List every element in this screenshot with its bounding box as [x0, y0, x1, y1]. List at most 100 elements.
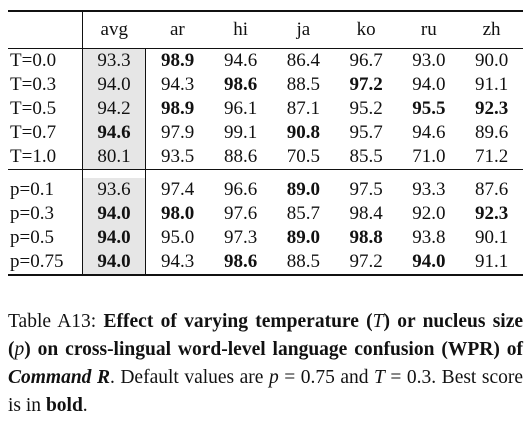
- spacer-cell: [271, 169, 335, 178]
- cell-ko: 97.2: [349, 74, 383, 95]
- table-row: p=0.1 93.6 97.4 96.6 89.0 97.5 93.3 87.6: [8, 178, 523, 202]
- row-label: p=0.1: [10, 179, 54, 200]
- results-table: avg ar hi ja ko ru zh T=0.0 93.3 98.9 94.6 8…: [8, 10, 523, 276]
- header-row: avg ar hi ja ko ru zh: [8, 11, 523, 49]
- cell-hi: 97.3: [223, 227, 258, 248]
- cell-ja: 89.0: [286, 227, 320, 248]
- row-label: T=0.5: [10, 98, 57, 119]
- col-header-hi: hi: [209, 11, 272, 49]
- cell-zh: 90.0: [474, 50, 509, 71]
- col-header-ko: ko: [334, 11, 398, 49]
- caption-bold-word: bold: [45, 395, 83, 416]
- cell-ar: 93.5: [160, 146, 195, 167]
- caption-rest-1: . Default values are: [109, 367, 269, 388]
- spacer-cell: [8, 169, 83, 178]
- cell-ja: 86.4: [286, 50, 320, 71]
- table-row: T=0.5 94.2 98.9 96.1 87.1 95.2 95.5 92.3: [8, 97, 523, 121]
- cell-zh: 90.1: [474, 227, 509, 248]
- caption-end: .: [82, 395, 88, 416]
- cell-ko: 96.7: [349, 50, 383, 71]
- spacer-cell: [397, 169, 461, 178]
- cell-zh: 92.3: [474, 203, 509, 224]
- cell-ar: 97.9: [160, 122, 195, 143]
- table-row: T=1.0 80.1 93.5 88.6 70.5 85.5 71.0 71.2: [8, 145, 523, 170]
- col-header-zh: zh: [460, 11, 523, 49]
- cell-zh: 91.1: [460, 250, 523, 276]
- cell-hi: 99.1: [223, 122, 258, 143]
- caption-math-T: T: [372, 311, 384, 332]
- cell-zh: 71.2: [474, 146, 509, 167]
- col-header-avg: avg: [82, 11, 146, 49]
- caption-rest-3: = 0.3. Best score is in: [8, 367, 524, 416]
- table-row: T=0.7 94.6 97.9 99.1 90.8 95.7 94.6 89.6: [8, 121, 523, 145]
- cell-ru: 94.0: [397, 250, 461, 276]
- cell-ko: 95.7: [349, 122, 383, 143]
- cell-ko: 98.8: [349, 227, 383, 248]
- cell-ar: 98.0: [160, 203, 195, 224]
- cell-zh: 87.6: [474, 179, 509, 200]
- results-table-container: avg ar hi ja ko ru zh T=0.0 93.3 98.9 94.6 8…: [8, 10, 523, 276]
- cell-ja: 70.5: [286, 146, 320, 167]
- cell-ru: 92.0: [412, 203, 446, 224]
- cell-ru: 93.8: [412, 227, 446, 248]
- cell-ar: 98.9: [160, 50, 195, 71]
- cell-hi: 96.1: [223, 98, 258, 119]
- cell-avg: 93.6: [82, 178, 146, 202]
- cell-ko: 97.2: [334, 250, 398, 276]
- cell-hi: 98.6: [209, 250, 272, 276]
- row-label: p=0.75: [8, 250, 83, 276]
- cell-ar: 95.0: [160, 227, 195, 248]
- spacer-cell: [460, 169, 523, 178]
- group-spacer-row: [8, 169, 523, 178]
- spacer-cell: [209, 169, 272, 178]
- row-label: p=0.3: [10, 203, 54, 224]
- caption-bold-3: ) on cross-lingual word-level language c…: [24, 339, 523, 360]
- table-caption: Table A13: Effect of varying temperature…: [8, 308, 523, 420]
- col-header-ru: ru: [397, 11, 461, 49]
- spacer-cell: [145, 169, 210, 178]
- cell-ru: 71.0: [412, 146, 446, 167]
- cell-ru: 94.0: [412, 74, 446, 95]
- spacer-cell: [334, 169, 398, 178]
- row-label: T=0.0: [10, 50, 57, 71]
- caption-label: Table A13:: [8, 311, 97, 332]
- cell-avg: 80.1: [82, 145, 146, 170]
- cell-hi: 98.6: [223, 74, 258, 95]
- corner-cell: [8, 11, 83, 49]
- cell-ja: 89.0: [286, 179, 320, 200]
- caption-rest-2: = 0.75 and: [278, 367, 375, 388]
- row-label: T=0.3: [10, 74, 57, 95]
- row-label: p=0.5: [10, 227, 54, 248]
- cell-zh: 92.3: [474, 98, 509, 119]
- table-row: T=0.3 94.0 94.3 98.6 88.5 97.2 94.0 91.1: [8, 73, 523, 97]
- cell-ko: 95.2: [349, 98, 383, 119]
- cell-ru: 93.0: [412, 50, 446, 71]
- cell-avg: 94.0: [82, 73, 146, 97]
- col-header-ja: ja: [271, 11, 335, 49]
- caption-math-p2: p: [268, 367, 279, 388]
- cell-ja: 88.5: [286, 74, 320, 95]
- cell-hi: 88.6: [223, 146, 258, 167]
- table-row: p=0.5 94.0 95.0 97.3 89.0 98.8 93.8 90.1: [8, 226, 523, 250]
- cell-ru: 94.6: [412, 122, 446, 143]
- cell-avg: 93.3: [82, 48, 146, 73]
- cell-ar: 98.9: [160, 98, 195, 119]
- cell-ru: 95.5: [412, 98, 446, 119]
- cell-hi: 96.6: [223, 179, 258, 200]
- caption-bold-2: ) or nucleus size (: [8, 311, 524, 360]
- row-label: T=0.7: [10, 122, 57, 143]
- table-row: p=0.3 94.0 98.0 97.6 85.7 98.4 92.0 92.3: [8, 202, 523, 226]
- cell-avg: 94.0: [82, 226, 146, 250]
- cell-hi: 97.6: [223, 203, 258, 224]
- cell-ja: 88.5: [271, 250, 335, 276]
- col-header-ar: ar: [145, 11, 210, 49]
- cell-hi: 94.6: [223, 50, 258, 71]
- caption-math-T2: T: [374, 367, 385, 388]
- caption-math-p: p: [14, 339, 25, 360]
- cell-ko: 98.4: [349, 203, 383, 224]
- cell-ja: 87.1: [286, 98, 320, 119]
- cell-zh: 91.1: [474, 74, 509, 95]
- caption-model: Command R: [8, 367, 110, 388]
- cell-ru: 93.3: [412, 179, 446, 200]
- spacer-cell: [82, 169, 146, 178]
